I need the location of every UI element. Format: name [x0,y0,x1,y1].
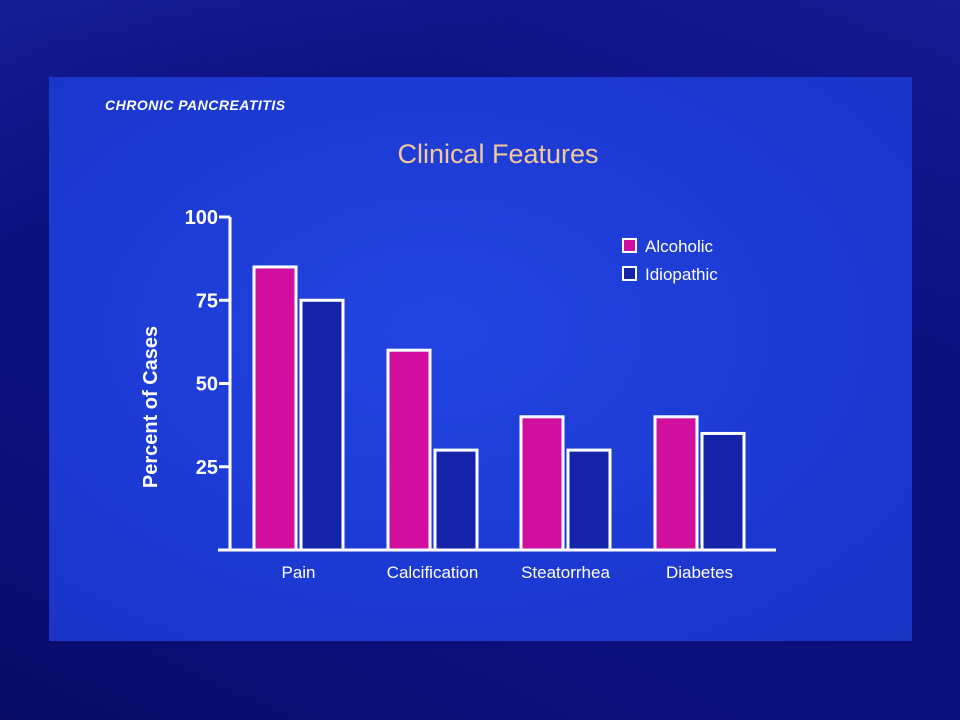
bar-idiopathic-diabetes [700,431,746,552]
x-tick-label: Calcification [387,563,479,582]
x-tick-label: Pain [281,563,315,582]
bar-idiopathic-steatorrhea [566,448,612,552]
slide-panel: CHRONIC PANCREATITIS Clinical Features P… [49,77,912,641]
legend-swatch-idiopathic [622,266,637,281]
legend-swatch-alcoholic [622,238,637,253]
y-tick-label: 100 [185,207,218,229]
y-tick-label: 75 [196,290,218,312]
bar-alcoholic-diabetes [653,415,699,552]
x-tick-label: Steatorrhea [521,563,610,582]
bar-alcoholic-calcification [386,348,432,552]
legend-label-alcoholic: Alcoholic [645,237,714,256]
chart-title: Clinical Features [397,139,598,169]
legend-label-idiopathic: Idiopathic [645,265,718,284]
slide-header: CHRONIC PANCREATITIS [105,97,286,113]
y-tick-label: 50 [196,374,218,396]
bar-idiopathic-calcification [433,448,479,552]
bar-alcoholic-pain [252,265,298,552]
chart: CHRONIC PANCREATITIS Clinical Features P… [105,97,776,582]
bar-alcoholic-steatorrhea [519,415,565,552]
y-axis-label: Percent of Cases [140,326,162,488]
bar-idiopathic-pain [299,298,345,552]
y-tick-label: 25 [196,457,218,479]
x-tick-label: Diabetes [666,563,733,582]
